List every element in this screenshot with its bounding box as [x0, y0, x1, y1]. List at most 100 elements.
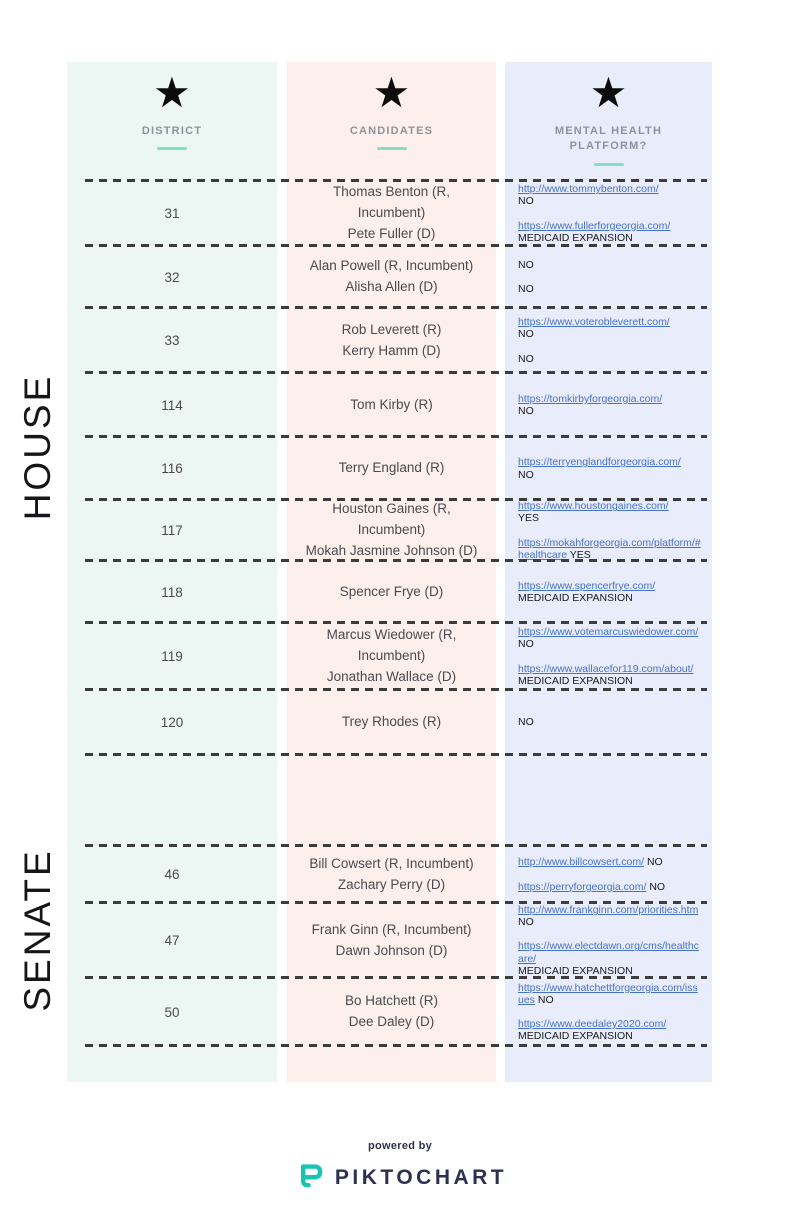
platform-link[interactable]: https://www.houstongaines.com/ — [518, 500, 669, 513]
district-cell: 32 — [67, 246, 277, 308]
district-cell: 117 — [67, 500, 277, 561]
candidates-cell: Rob Leverett (R) Kerry Hamm (D) — [287, 308, 496, 373]
platform-entry: https://tomkirbyforgeorgia.com/NO — [518, 393, 702, 417]
platform-entry: NO — [518, 259, 702, 271]
platform-cell: https://www.votemarcuswiedower.com/ NO ht… — [505, 623, 712, 690]
district-cell: 47 — [67, 903, 277, 978]
platform-link[interactable]: https://www.votemarcuswiedower.com/ — [518, 626, 699, 639]
district-number: 32 — [164, 269, 180, 285]
platform-cell: https://www.spencerfrye.com/MEDICAID EXP… — [505, 561, 712, 623]
platform-cell: http://www.tommybenton.com/NO https://www… — [505, 181, 712, 246]
table-row: 33 Rob Leverett (R) Kerry Hamm (D) https://… — [67, 308, 712, 374]
platform-cell: https://www.voterobleverett.com/NO NO — [505, 308, 712, 373]
platform-link[interactable]: http://www.frankginn.com/priorities.htm — [518, 904, 699, 917]
district-cell: 116 — [67, 437, 277, 500]
platform-link[interactable]: https://www.hatchettforgeorgia.com/issue… — [518, 981, 698, 1006]
candidates-column-background — [287, 62, 496, 1082]
row-divider — [85, 1044, 707, 1047]
table-row: 116 Terry England (R) https://terryengland… — [67, 437, 712, 501]
platform-answer: NO — [518, 916, 534, 929]
candidates-cell: Alan Powell (R, Incumbent) Alisha Allen (… — [287, 246, 496, 308]
platform-answer: MEDICAID EXPANSION — [518, 674, 633, 687]
platform-answer: YES — [518, 512, 540, 525]
platform-link[interactable]: https://www.fullerforgeorgia.com/ — [518, 219, 671, 232]
platform-entry: NO — [518, 353, 702, 365]
row-divider — [85, 559, 707, 562]
candidate-name: Trey Rhodes (R) — [341, 714, 442, 730]
header-underline — [593, 162, 624, 166]
platform-link[interactable]: https://www.spencerfrye.com/ — [518, 579, 656, 592]
section-label-senate: SENATE — [17, 848, 58, 1012]
row-divider — [85, 976, 707, 979]
platform-link[interactable]: https://www.wallacefor119.com/about/ — [518, 662, 694, 675]
platform-entry: http://www.frankginn.com/priorities.htm … — [518, 904, 702, 928]
candidates-cell: Thomas Benton (R, Incumbent) Pete Fuller … — [287, 181, 496, 246]
platform-cell: https://tomkirbyforgeorgia.com/NO — [505, 373, 712, 437]
platform-link[interactable]: https://perryforgeorgia.com/ — [518, 880, 647, 893]
candidate-name: Alisha Allen (D) — [345, 279, 438, 294]
platform-answer: NO — [518, 328, 534, 341]
candidate-name: Rob Leverett (R) — [341, 321, 442, 337]
star-icon: ★ — [589, 68, 628, 117]
candidate-name: Thomas Benton (R, Incumbent) — [332, 184, 451, 221]
brand-wordmark: PIKTOCHART — [334, 1165, 508, 1189]
district-cell: 33 — [67, 308, 277, 373]
candidate-name: Tom Kirby (R) — [350, 396, 433, 412]
district-cell: 46 — [67, 846, 277, 903]
platform-cell: http://www.frankginn.com/priorities.htm … — [505, 903, 712, 978]
district-number: 118 — [161, 584, 183, 600]
platform-link[interactable]: https://www.voterobleverett.com/ — [518, 316, 670, 329]
table-row: 32 Alan Powell (R, Incumbent) Alisha Allen… — [67, 246, 712, 309]
district-cell: 118 — [67, 561, 277, 623]
platform-cell: NO NO — [505, 246, 712, 308]
candidate-name: Zachary Perry (D) — [337, 876, 446, 892]
row-divider — [85, 179, 707, 182]
district-number: 120 — [160, 715, 184, 730]
platform-link[interactable]: http://www.tommybenton.com/ — [518, 183, 659, 196]
row-divider — [85, 435, 707, 438]
platform-link[interactable]: https://tomkirbyforgeorgia.com/ — [518, 392, 663, 405]
row-divider — [85, 621, 707, 624]
candidates-cell: Bill Cowsert (R, Incumbent) Zachary Perry… — [287, 846, 496, 903]
platform-answer: NO — [518, 405, 534, 417]
candidate-name: Frank Ginn (R, Incumbent) — [311, 921, 472, 937]
candidate-name: Houston Gaines (R, Incumbent) — [332, 501, 451, 538]
candidate-name: Spencer Frye (D) — [339, 583, 444, 599]
platform-entry: https://www.deedaley2020.com/MEDICAID EX… — [518, 1018, 702, 1042]
platform-entry: https://www.wallacefor119.com/about/ MED… — [518, 663, 702, 687]
platform-entry: https://www.electdawn.org/cms/healthcare… — [518, 940, 702, 976]
table-row: 120 Trey Rhodes (R) NO — [67, 690, 712, 756]
table-row: 114 Tom Kirby (R) https://tomkirbyforgeorg… — [67, 373, 712, 438]
district-number: 117 — [161, 523, 183, 538]
district-column-background — [67, 62, 277, 1082]
column-header-candidates: ★ CANDIDATES — [287, 62, 496, 181]
district-cell: 114 — [67, 373, 277, 437]
platform-link[interactable]: http://www.billcowsert.com/ — [518, 856, 645, 869]
platform-link[interactable]: https://www.deedaley2020.com/ — [518, 1018, 667, 1030]
table-row: 46 Bill Cowsert (R, Incumbent) Zachary Per… — [67, 846, 712, 904]
platform-link[interactable]: https://www.electdawn.org/cms/healthcare… — [518, 940, 699, 965]
platform-link[interactable]: https://terryenglandforgeorgia.com/ — [518, 456, 681, 469]
platform-entry: https://www.votemarcuswiedower.com/ NO — [518, 626, 702, 650]
column-header-label: CANDIDATES — [349, 125, 434, 137]
district-number: 114 — [161, 397, 183, 413]
platform-link[interactable]: https://mokahforgeorgia.com/platform/#he… — [518, 536, 701, 561]
powered-by-text: powered by — [367, 1140, 433, 1152]
table-row: 119 Marcus Wiedower (R, Incumbent) Jonatha… — [67, 623, 712, 691]
candidates-cell: Houston Gaines (R, Incumbent) Mokah Jasmi… — [287, 500, 496, 561]
footer: powered by PIKTOCHART — [0, 1140, 800, 1196]
table-row: 117 Houston Gaines (R, Incumbent) Mokah Ja… — [67, 500, 712, 562]
candidates-cell: Bo Hatchett (R) Dee Daley (D) — [287, 978, 496, 1046]
platform-answer: NO — [649, 880, 666, 893]
district-cell: 31 — [67, 181, 277, 246]
candidates-cell: Frank Ginn (R, Incumbent) Dawn Johnson (D… — [287, 903, 496, 978]
row-divider — [85, 244, 707, 247]
platform-cell: https://terryenglandforgeorgia.com/NO — [505, 437, 712, 500]
platform-answer: NO — [646, 856, 663, 869]
district-number: 50 — [164, 1004, 180, 1020]
platform-cell: https://www.houstongaines.com/YES https:/… — [505, 500, 712, 561]
platform-entry: http://www.tommybenton.com/NO — [518, 183, 702, 207]
platform-column-background — [505, 62, 712, 1082]
column-header-district: ★ DISTRICT — [67, 62, 277, 181]
